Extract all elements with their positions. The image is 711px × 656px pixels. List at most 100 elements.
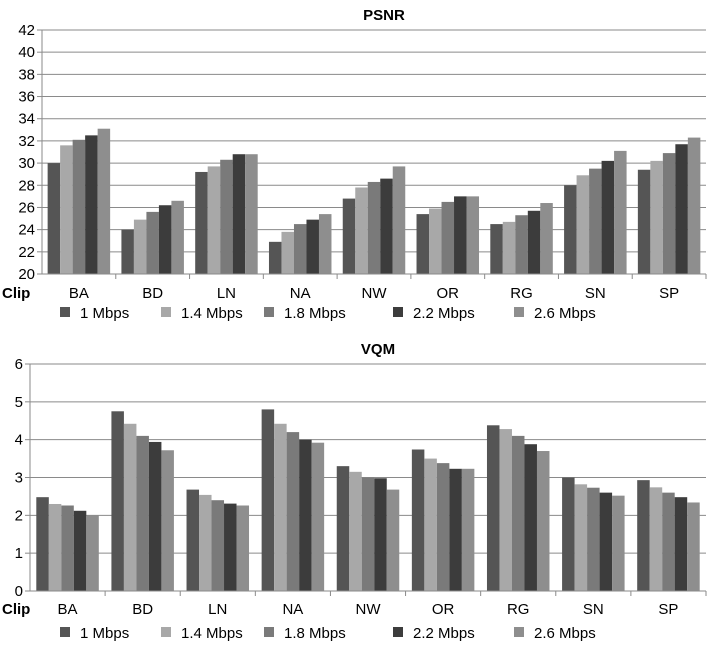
y-tick-label: 42 — [18, 22, 35, 39]
legend-swatch — [60, 627, 70, 637]
category-label: NW — [356, 601, 382, 618]
bar — [261, 409, 275, 591]
bar — [380, 178, 393, 274]
bar — [614, 150, 627, 274]
bar — [511, 435, 525, 591]
chart-title: VQM — [361, 341, 395, 358]
category-label: NW — [362, 285, 388, 302]
bar — [524, 444, 537, 591]
category-label: BD — [132, 601, 153, 618]
y-tick-label: 32 — [18, 133, 35, 150]
bar — [306, 219, 319, 274]
legend-swatch — [393, 627, 403, 637]
bar — [637, 169, 651, 274]
bar — [336, 466, 350, 591]
bar — [136, 435, 149, 591]
y-tick-label: 6 — [15, 356, 23, 373]
y-tick-label: 5 — [15, 394, 23, 411]
bar — [224, 503, 237, 591]
bar — [564, 185, 577, 274]
bar — [111, 411, 124, 591]
bar — [486, 425, 500, 591]
bar — [133, 219, 147, 274]
bar — [490, 224, 503, 274]
bar — [441, 201, 455, 274]
bar — [649, 487, 663, 591]
bar — [186, 489, 200, 591]
bar — [674, 497, 688, 591]
bar — [121, 229, 134, 274]
legend-label: 1 Mbps — [80, 305, 129, 322]
bar — [599, 492, 613, 591]
bar — [349, 471, 362, 591]
bar — [232, 154, 246, 274]
chart-title: PSNR — [363, 7, 405, 24]
bar — [662, 492, 675, 591]
bar — [311, 442, 325, 591]
category-label: LN — [217, 285, 236, 302]
bar — [293, 224, 307, 274]
bar — [589, 168, 602, 274]
bar — [424, 458, 437, 591]
bar — [374, 478, 387, 591]
y-tick-label: 36 — [18, 89, 35, 106]
bar — [461, 468, 475, 591]
category-label: LN — [208, 601, 227, 618]
bar — [449, 468, 462, 591]
bar — [687, 502, 700, 591]
bar — [576, 175, 590, 274]
bar — [454, 196, 467, 274]
bar — [342, 198, 356, 274]
bar — [612, 495, 625, 591]
bar — [662, 153, 676, 274]
y-tick-label: 34 — [18, 111, 35, 128]
bar — [47, 163, 61, 274]
legend-swatch — [161, 307, 171, 317]
bar — [73, 510, 87, 591]
bar — [211, 500, 225, 591]
bar — [355, 187, 368, 274]
chart-psnr: PSNR 20 22 24 26 28 30 32 34 36 38 40 42 BA BD LN NA NW OR… — [2, 7, 707, 322]
category-label: SN — [585, 285, 606, 302]
bar — [499, 429, 512, 591]
bar — [61, 505, 74, 591]
legend-label: 2.2 Mbps — [413, 305, 475, 322]
legend-swatch — [514, 307, 524, 317]
legend-label: 1 Mbps — [80, 625, 129, 642]
bar — [687, 137, 701, 274]
category-label: RG — [510, 285, 533, 302]
x-axis-prefix-label: Clip — [2, 285, 30, 302]
y-tick-label: 20 — [18, 266, 35, 283]
bar — [574, 484, 588, 591]
bar — [361, 477, 375, 591]
legend-swatch — [514, 627, 524, 637]
bar — [85, 135, 98, 274]
category-label: SP — [659, 285, 679, 302]
legend-label: 1.4 Mbps — [181, 625, 243, 642]
bar — [515, 215, 528, 274]
y-tick-label: 0 — [15, 583, 23, 600]
y-tick-label: 40 — [18, 44, 35, 61]
bar — [286, 432, 300, 591]
category-label: BA — [69, 285, 89, 302]
bar — [367, 181, 381, 274]
legend-label: 1.4 Mbps — [181, 305, 243, 322]
legend-label: 2.2 Mbps — [413, 625, 475, 642]
bar — [527, 210, 541, 274]
bar — [171, 200, 184, 274]
bar — [281, 231, 294, 274]
bar — [650, 160, 663, 274]
bar — [392, 166, 406, 274]
bar — [199, 494, 212, 591]
bar — [429, 208, 442, 274]
bar — [236, 505, 250, 591]
category-label: NA — [282, 601, 303, 618]
bar — [436, 463, 450, 591]
bar — [86, 515, 99, 591]
legend-swatch — [60, 307, 70, 317]
bar — [411, 449, 425, 591]
bar — [207, 166, 221, 274]
category-label: OR — [437, 285, 460, 302]
